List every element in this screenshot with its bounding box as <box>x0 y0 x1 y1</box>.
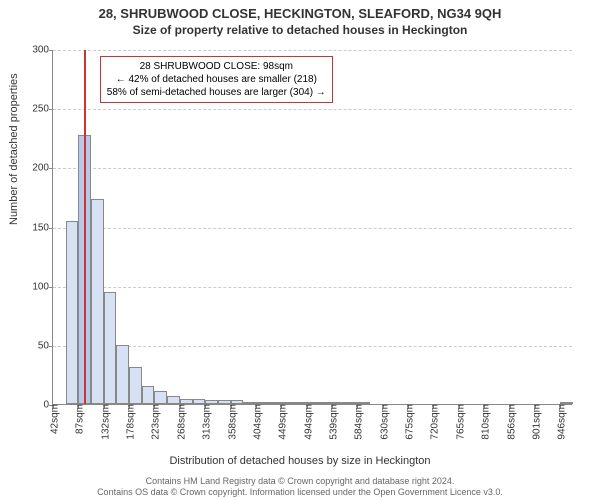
footer-line-2: Contains OS data © Crown copyright. Info… <box>0 487 600 498</box>
gridline <box>53 168 572 169</box>
gridline <box>53 228 572 229</box>
gridline <box>53 346 572 347</box>
ytick-label: 150 <box>32 222 53 233</box>
y-axis-label: Number of detached properties <box>8 73 20 225</box>
chart-wrap: 05010015020025030042sqm87sqm132sqm178sqm… <box>52 50 572 405</box>
xtick-label: 720sqm <box>426 404 441 440</box>
xtick-label: 901sqm <box>527 404 542 440</box>
annotation-line: ← 42% of detached houses are smaller (21… <box>107 73 326 86</box>
xtick-label: 42sqm <box>46 404 61 434</box>
annotation-box: 28 SHRUBWOOD CLOSE: 98sqm← 42% of detach… <box>100 56 333 103</box>
histogram-bar <box>167 396 180 404</box>
xtick-label: 630sqm <box>375 404 390 440</box>
footer: Contains HM Land Registry data © Crown c… <box>0 476 600 498</box>
xtick-label: 675sqm <box>401 404 416 440</box>
xtick-label: 223sqm <box>147 404 162 440</box>
xtick-label: 584sqm <box>350 404 365 440</box>
annotation-line: 58% of semi-detached houses are larger (… <box>107 86 326 99</box>
ytick-label: 50 <box>38 340 53 351</box>
annotation-line: 28 SHRUBWOOD CLOSE: 98sqm <box>107 60 326 73</box>
ytick-label: 250 <box>32 104 53 115</box>
ytick-label: 300 <box>32 45 53 56</box>
x-axis-label: Distribution of detached houses by size … <box>0 455 600 467</box>
gridline <box>53 50 572 51</box>
title-sub: Size of property relative to detached ho… <box>0 21 600 37</box>
chart-container: 28, SHRUBWOOD CLOSE, HECKINGTON, SLEAFOR… <box>0 0 600 500</box>
xtick-label: 810sqm <box>477 404 492 440</box>
xtick-label: 539sqm <box>325 404 340 440</box>
xtick-label: 178sqm <box>122 404 137 440</box>
histogram-bar <box>142 386 155 404</box>
histogram-bar <box>66 221 79 404</box>
xtick-label: 494sqm <box>299 404 314 440</box>
histogram-bar <box>104 292 117 404</box>
xtick-label: 449sqm <box>274 404 289 440</box>
gridline <box>53 109 572 110</box>
ytick-label: 100 <box>32 281 53 292</box>
xtick-label: 856sqm <box>502 404 517 440</box>
histogram-bar <box>91 199 104 404</box>
xtick-label: 404sqm <box>248 404 263 440</box>
histogram-bar <box>154 391 167 404</box>
reference-line <box>84 50 86 404</box>
plot-area: 05010015020025030042sqm87sqm132sqm178sqm… <box>52 50 572 405</box>
title-main: 28, SHRUBWOOD CLOSE, HECKINGTON, SLEAFOR… <box>0 0 600 21</box>
footer-line-1: Contains HM Land Registry data © Crown c… <box>0 476 600 487</box>
xtick-label: 132sqm <box>96 404 111 440</box>
histogram-bar <box>116 345 129 404</box>
gridline <box>53 287 572 288</box>
xtick-label: 765sqm <box>451 404 466 440</box>
xtick-label: 313sqm <box>198 404 213 440</box>
ytick-label: 200 <box>32 163 53 174</box>
xtick-label: 87sqm <box>71 404 86 434</box>
xtick-label: 268sqm <box>172 404 187 440</box>
xtick-label: 946sqm <box>553 404 568 440</box>
xtick-label: 358sqm <box>223 404 238 440</box>
histogram-bar <box>129 367 142 404</box>
